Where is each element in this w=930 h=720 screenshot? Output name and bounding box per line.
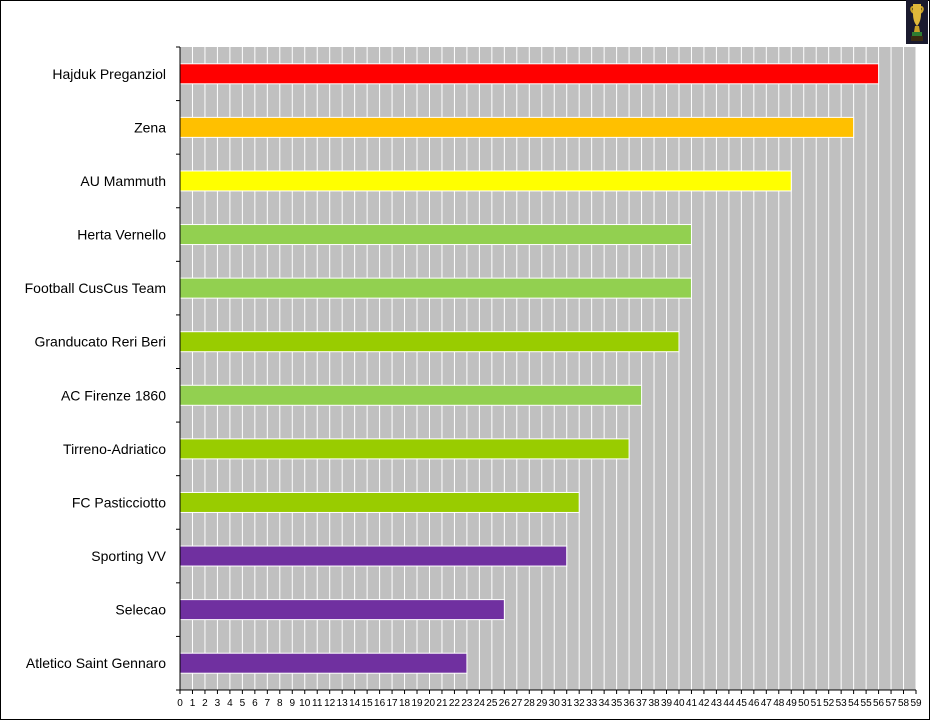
x-tick-label: 31 (561, 698, 573, 709)
x-tick-label: 18 (399, 698, 411, 709)
x-tick-label: 8 (277, 698, 283, 709)
x-tick-label: 28 (524, 698, 536, 709)
x-tick-label: 44 (723, 698, 735, 709)
x-tick-label: 40 (673, 698, 685, 709)
category-label: Sporting VV (91, 548, 166, 564)
x-tick-label: 13 (337, 698, 349, 709)
plot-area (180, 47, 916, 690)
x-tick-label: 45 (736, 698, 748, 709)
x-tick-label: 37 (636, 698, 648, 709)
x-tick-label: 17 (387, 698, 399, 709)
x-tick-label: 23 (461, 698, 473, 709)
category-label: Zena (134, 119, 166, 135)
category-label: AU Mammuth (80, 173, 166, 189)
trophy-icon (906, 0, 928, 44)
bar (179, 652, 468, 674)
x-tick-label: 36 (624, 698, 636, 709)
category-label: Selecao (115, 602, 166, 618)
x-tick-label: 1 (190, 698, 196, 709)
x-tick-label: 22 (449, 698, 461, 709)
category-label: AC Firenze 1860 (61, 387, 166, 403)
category-label: Granducato Reri Beri (34, 334, 166, 350)
x-tick-label: 0 (177, 698, 183, 709)
x-tick-label: 51 (811, 698, 823, 709)
x-tick-label: 57 (885, 698, 897, 709)
x-tick-label: 50 (798, 698, 810, 709)
bar (179, 438, 630, 460)
x-tick-label: 9 (289, 698, 295, 709)
x-tick-label: 15 (362, 698, 374, 709)
x-tick-label: 16 (374, 698, 386, 709)
x-tick-label: 54 (848, 698, 860, 709)
bar (179, 545, 568, 567)
x-tick-label: 10 (299, 698, 311, 709)
x-tick-label: 53 (836, 698, 848, 709)
x-tick-label: 27 (511, 698, 523, 709)
x-tick-label: 14 (349, 698, 361, 709)
x-tick-label: 49 (786, 698, 798, 709)
x-tick-label: 59 (910, 698, 922, 709)
category-labels: Hajduk Preganziol Zena AU Mammuth Herta Ver… (25, 66, 167, 671)
category-label: Hajduk Preganziol (52, 66, 166, 82)
bar (179, 384, 643, 406)
x-tick-label: 33 (586, 698, 598, 709)
x-tick-label: 20 (424, 698, 436, 709)
x-tick-label: 42 (698, 698, 710, 709)
grid-lines (191, 47, 917, 690)
x-tick-label: 21 (436, 698, 448, 709)
x-tick-label: 30 (549, 698, 561, 709)
category-label: FC Pasticciotto (72, 494, 166, 510)
x-tick-label: 11 (312, 698, 323, 709)
bar (179, 116, 855, 138)
category-label: Tirreno-Adriatico (63, 441, 166, 457)
x-tick-label: 52 (823, 698, 835, 709)
x-tick-label: 2 (202, 698, 208, 709)
x-tick-labels: 0 1 2 3 4 5 6 7 8 9 10 11 12 13 14 15 16 17 18 19 20 21 22 23 24… (177, 698, 922, 709)
x-tick-label: 7 (265, 698, 271, 709)
bar (179, 331, 680, 353)
x-tick-label: 12 (324, 698, 336, 709)
x-tick-label: 47 (761, 698, 773, 709)
x-tick-label: 38 (648, 698, 660, 709)
x-tick-label: 24 (474, 698, 486, 709)
bar (179, 224, 692, 246)
x-tick-label: 3 (215, 698, 221, 709)
bar (179, 491, 580, 513)
x-tick-label: 39 (661, 698, 673, 709)
x-tick-label: 32 (574, 698, 586, 709)
x-tick-label: 25 (486, 698, 498, 709)
x-tick-label: 55 (861, 698, 873, 709)
category-label: Football CusCus Team (25, 280, 166, 296)
bars (179, 63, 880, 674)
x-tick-label: 29 (536, 698, 548, 709)
bar (179, 277, 692, 299)
category-label: Herta Vernello (77, 227, 166, 243)
x-tick-label: 35 (611, 698, 623, 709)
x-tick-label: 48 (773, 698, 785, 709)
x-tick-label: 19 (411, 698, 423, 709)
x-tick-label: 26 (499, 698, 511, 709)
x-tick-label: 6 (252, 698, 258, 709)
bar (179, 599, 505, 621)
x-tick-label: 34 (599, 698, 611, 709)
x-tick-label: 46 (748, 698, 760, 709)
axes (176, 46, 917, 694)
x-tick-label: 58 (898, 698, 910, 709)
x-tick-label: 4 (227, 698, 233, 709)
category-label: Atletico Saint Gennaro (26, 655, 166, 671)
x-tick-label: 43 (711, 698, 723, 709)
x-tick-label: 5 (240, 698, 246, 709)
x-tick-label: 41 (686, 698, 698, 709)
x-tick-label: 56 (873, 698, 885, 709)
bar (179, 63, 880, 85)
bar (179, 170, 792, 192)
